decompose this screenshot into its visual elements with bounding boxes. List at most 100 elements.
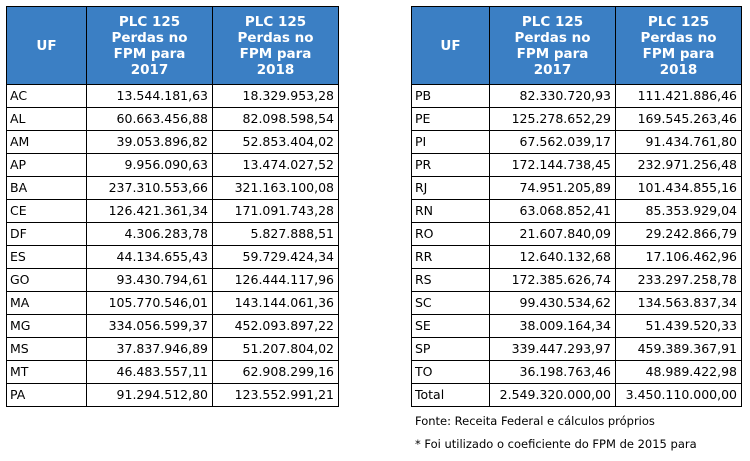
table-row: RJ 74.951.205,89 101.434.855,16	[411, 176, 742, 200]
header-uf: UF	[6, 6, 87, 85]
table-row: RS 172.385.626,74 233.297.258,78	[411, 268, 742, 292]
uf-cell: BA	[6, 176, 87, 200]
table-row: GO 93.430.794,61 126.444.117,96	[6, 268, 339, 292]
uf-cell: PE	[411, 107, 490, 131]
table-row: TO 36.198.763,46 48.989.422,98	[411, 360, 742, 384]
header-2017-line: Perdas no	[111, 29, 188, 46]
uf-cell: MG	[6, 314, 87, 338]
header-2017-line: 2017	[130, 61, 169, 78]
value-2018-cell: 5.827.888,51	[212, 222, 339, 246]
table-row: PB 82.330.720,93 111.421.886,46	[411, 84, 742, 108]
uf-cell: AL	[6, 107, 87, 131]
value-2017-cell: 237.310.553,66	[86, 176, 213, 200]
table-row: Total 2.549.320.000,00 3.450.110.000,00	[411, 383, 742, 407]
value-2018-cell: 459.389.367,91	[615, 337, 742, 361]
table-row: PR 172.144.738,45 232.971.256,48	[411, 153, 742, 177]
table-row: RO 21.607.840,09 29.242.866,79	[411, 222, 742, 246]
uf-cell: PR	[411, 153, 490, 177]
value-2017-cell: 334.056.599,37	[86, 314, 213, 338]
value-2018-cell: 29.242.866,79	[615, 222, 742, 246]
table-row: ES 44.134.655,43 59.729.424,34	[6, 245, 339, 269]
value-2018-cell: 52.853.404,02	[212, 130, 339, 154]
header-2017-line: FPM para	[516, 45, 589, 62]
value-2018-cell: 321.163.100,08	[212, 176, 339, 200]
value-2018-cell: 171.091.743,28	[212, 199, 339, 223]
uf-cell: AC	[6, 84, 87, 108]
uf-cell: PB	[411, 84, 490, 108]
value-2018-cell: 3.450.110.000,00	[615, 383, 742, 407]
table-row: AC 13.544.181,63 18.329.953,28	[6, 84, 339, 108]
uf-cell: RS	[411, 268, 490, 292]
header-2017-line: PLC 125	[521, 13, 584, 30]
header-2018: PLC 125 Perdas no FPM para 2018	[615, 6, 742, 85]
table-row: PA 91.294.512,80 123.552.991,21	[6, 383, 339, 407]
value-2018-cell: 143.144.061,36	[212, 291, 339, 315]
uf-cell: MA	[6, 291, 87, 315]
value-2017-cell: 2.549.320.000,00	[489, 383, 616, 407]
value-2018-cell: 101.434.855,16	[615, 176, 742, 200]
value-2018-cell: 91.434.761,80	[615, 130, 742, 154]
uf-cell: DF	[6, 222, 87, 246]
value-2017-cell: 172.144.738,45	[489, 153, 616, 177]
table-row: MS 37.837.946,89 51.207.804,02	[6, 337, 339, 361]
table-row: MT 46.483.557,11 62.908.299,16	[6, 360, 339, 384]
header-2018: PLC 125 Perdas no FPM para 2018	[212, 6, 339, 85]
uf-cell: ES	[6, 245, 87, 269]
value-2018-cell: 62.908.299,16	[212, 360, 339, 384]
value-2017-cell: 13.544.181,63	[86, 84, 213, 108]
value-2017-cell: 93.430.794,61	[86, 268, 213, 292]
right-data-table: UF PLC 125 Perdas no FPM para 2017 PLC 1…	[411, 6, 742, 407]
table-row: SE 38.009.164,34 51.439.520,33	[411, 314, 742, 338]
value-2017-cell: 4.306.283,78	[86, 222, 213, 246]
table-row: DF 4.306.283,78 5.827.888,51	[6, 222, 339, 246]
uf-cell: RN	[411, 199, 490, 223]
value-2017-cell: 46.483.557,11	[86, 360, 213, 384]
header-2018-line: FPM para	[239, 45, 312, 62]
value-2018-cell: 452.093.897,22	[212, 314, 339, 338]
uf-cell: GO	[6, 268, 87, 292]
uf-cell: SC	[411, 291, 490, 315]
value-2017-cell: 91.294.512,80	[86, 383, 213, 407]
uf-cell: SP	[411, 337, 490, 361]
uf-cell: RJ	[411, 176, 490, 200]
value-2018-cell: 48.989.422,98	[615, 360, 742, 384]
value-2018-cell: 59.729.424,34	[212, 245, 339, 269]
right-table-body: PB 82.330.720,93 111.421.886,46 PE 125.278.6…	[411, 84, 742, 407]
table-row: PE 125.278.652,29 169.545.263,46	[411, 107, 742, 131]
table-row: SP 339.447.293,97 459.389.367,91	[411, 337, 742, 361]
uf-cell: MT	[6, 360, 87, 384]
value-2018-cell: 123.552.991,21	[212, 383, 339, 407]
table-row: SC 99.430.534,62 134.563.837,34	[411, 291, 742, 315]
uf-cell: RR	[411, 245, 490, 269]
value-2018-cell: 111.421.886,46	[615, 84, 742, 108]
table-row: AL 60.663.456,88 82.098.598,54	[6, 107, 339, 131]
left-data-table: UF PLC 125 Perdas no FPM para 2017 PLC 1…	[6, 6, 339, 407]
uf-cell: CE	[6, 199, 87, 223]
value-2017-cell: 44.134.655,43	[86, 245, 213, 269]
value-2018-cell: 13.474.027,52	[212, 153, 339, 177]
header-2017-line: FPM para	[113, 45, 186, 62]
value-2017-cell: 21.607.840,09	[489, 222, 616, 246]
table-row: PI 67.562.039,17 91.434.761,80	[411, 130, 742, 154]
uf-cell: PA	[6, 383, 87, 407]
table-row: RR 12.640.132,68 17.106.462,96	[411, 245, 742, 269]
value-2018-cell: 126.444.117,96	[212, 268, 339, 292]
header-2018-line: 2018	[256, 61, 295, 78]
value-2017-cell: 82.330.720,93	[489, 84, 616, 108]
source-note: Fonte: Receita Federal e cálculos própri…	[415, 414, 655, 428]
header-2017-line: Perdas no	[514, 29, 591, 46]
header-2017-line: PLC 125	[118, 13, 181, 30]
left-table-body: AC 13.544.181,63 18.329.953,28 AL 60.663.456…	[6, 84, 339, 407]
value-2017-cell: 74.951.205,89	[489, 176, 616, 200]
table-row: MG 334.056.599,37 452.093.897,22	[6, 314, 339, 338]
header-2018-line: Perdas no	[237, 29, 314, 46]
value-2017-cell: 9.956.090,63	[86, 153, 213, 177]
value-2018-cell: 51.207.804,02	[212, 337, 339, 361]
header-2018-line: PLC 125	[647, 13, 710, 30]
table-row: BA 237.310.553,66 321.163.100,08	[6, 176, 339, 200]
value-2018-cell: 17.106.462,96	[615, 245, 742, 269]
header-2017: PLC 125 Perdas no FPM para 2017	[86, 6, 213, 85]
value-2017-cell: 125.278.652,29	[489, 107, 616, 131]
value-2018-cell: 51.439.520,33	[615, 314, 742, 338]
uf-cell: RO	[411, 222, 490, 246]
